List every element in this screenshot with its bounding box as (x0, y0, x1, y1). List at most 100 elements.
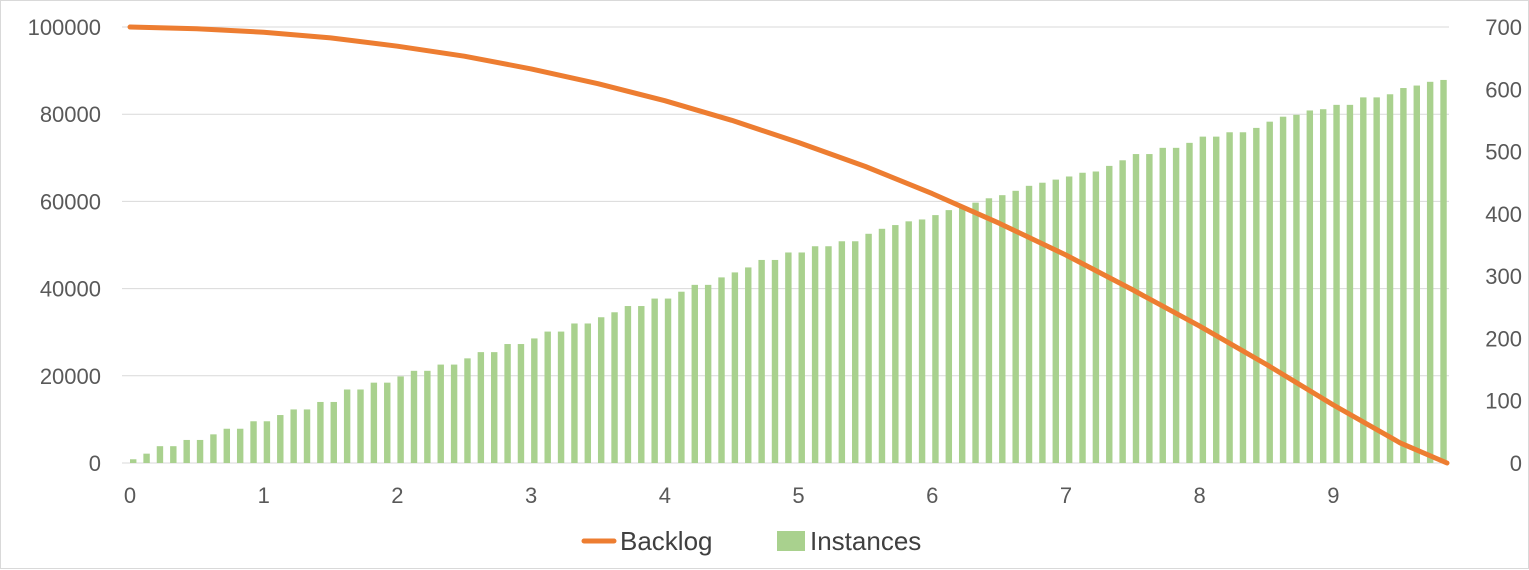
instances-bar (892, 225, 899, 463)
x-tick-label: 8 (1194, 483, 1206, 508)
instances-bar (223, 428, 231, 463)
instances-bar (945, 210, 953, 463)
instances-bar (384, 382, 391, 463)
instances-bar (290, 409, 297, 463)
instances-bar (865, 233, 872, 463)
y-right-tick-label: 300 (1485, 264, 1522, 289)
instances-bar (531, 338, 538, 463)
instances-bar (1386, 94, 1394, 464)
instances-bar (491, 352, 498, 463)
instances-bar (664, 298, 672, 463)
instances-bar (1119, 160, 1126, 463)
backlog-line-group (127, 24, 1450, 466)
instances-bar (1333, 104, 1340, 463)
instances-bar (798, 252, 805, 463)
instances-bar (170, 446, 177, 463)
instances-bar (210, 434, 217, 463)
instances-bar (825, 246, 832, 463)
instances-bar (504, 344, 511, 463)
instances-bar (1012, 190, 1019, 463)
instances-bar (1226, 132, 1233, 463)
instances-bar (745, 267, 752, 463)
instances-bar (1346, 104, 1354, 463)
y-left-tick-label: 60000 (40, 189, 101, 214)
y-right-tick-label: 200 (1485, 326, 1522, 351)
y-left-tick-label: 20000 (40, 364, 101, 389)
instances-bar (450, 364, 458, 463)
x-tick-label: 9 (1327, 483, 1339, 508)
instances-bar (1266, 121, 1273, 463)
instances-bar (1065, 176, 1073, 463)
y-left-tick-label: 40000 (40, 277, 101, 302)
x-tick-label: 5 (792, 483, 804, 508)
instances-bar (424, 370, 431, 463)
legend: Backlog Instances (581, 526, 921, 556)
instances-bar (1293, 114, 1300, 463)
x-tick-label: 0 (124, 483, 136, 508)
instances-bar (624, 306, 632, 463)
instances-bar (156, 446, 164, 463)
instances-bar (1213, 136, 1220, 463)
instances-bar (611, 312, 618, 463)
instances-bar (343, 389, 351, 463)
backlog-line (127, 24, 1450, 466)
instances-bar (878, 228, 886, 463)
x-tick-label: 3 (525, 483, 537, 508)
x-axis: 0 1 2 3 4 5 6 7 8 9 (124, 483, 1340, 508)
y-left-tick-label: 0 (89, 451, 101, 476)
instances-bar (985, 198, 993, 464)
instances-bar (370, 382, 378, 463)
instances-bar (277, 415, 284, 463)
instances-bar (1132, 154, 1140, 463)
instances-bar (183, 439, 190, 463)
instances-bar (999, 195, 1006, 463)
instances-bar (1106, 165, 1113, 463)
y-left-tick-label: 100000 (28, 15, 101, 40)
instances-bar (958, 205, 966, 463)
instances-bar (704, 284, 712, 463)
instances-bar (1239, 132, 1247, 463)
instances-bar (464, 358, 471, 463)
y-right-tick-label: 100 (1485, 389, 1522, 414)
instances-bar (852, 241, 859, 463)
instances-bar (1079, 172, 1086, 463)
instances-bar (196, 439, 204, 463)
instances-bar (758, 259, 765, 463)
instances-bar (597, 317, 605, 463)
y-right-tick-label: 400 (1485, 202, 1522, 227)
instances-bars (130, 79, 1447, 464)
instances-bar (932, 215, 939, 463)
instances-bar (571, 323, 578, 463)
instances-bar (584, 323, 592, 463)
x-tick-label: 4 (659, 483, 671, 508)
instances-bar (905, 221, 912, 463)
x-tick-label: 7 (1060, 483, 1072, 508)
instances-bar (1146, 154, 1153, 463)
instances-bar (811, 246, 819, 463)
y-right-tick-label: 700 (1485, 15, 1522, 40)
x-tick-label: 2 (391, 483, 403, 508)
instances-bar (1306, 110, 1314, 463)
instances-bar (357, 389, 364, 463)
instances-bar (1172, 147, 1180, 463)
y-left-axis: 0 20000 40000 60000 80000 100000 (28, 15, 101, 476)
instances-bar (330, 401, 337, 463)
instances-bar (1039, 182, 1046, 463)
y-right-tick-label: 500 (1485, 140, 1522, 165)
y-left-tick-label: 80000 (40, 102, 101, 127)
instances-bar (263, 421, 271, 463)
legend-label-backlog: Backlog (620, 526, 713, 556)
instances-bar (437, 364, 444, 463)
instances-bar (517, 344, 525, 463)
instances-bar (250, 421, 257, 463)
x-tick-label: 6 (926, 483, 938, 508)
instances-bar (1279, 116, 1287, 463)
instances-bar (651, 298, 658, 463)
instances-bar (477, 352, 485, 463)
instances-bar (1092, 171, 1100, 463)
instances-bar (317, 401, 324, 463)
instances-bar (731, 272, 739, 463)
instances-bar (130, 459, 137, 463)
instances-bar (1319, 109, 1327, 464)
